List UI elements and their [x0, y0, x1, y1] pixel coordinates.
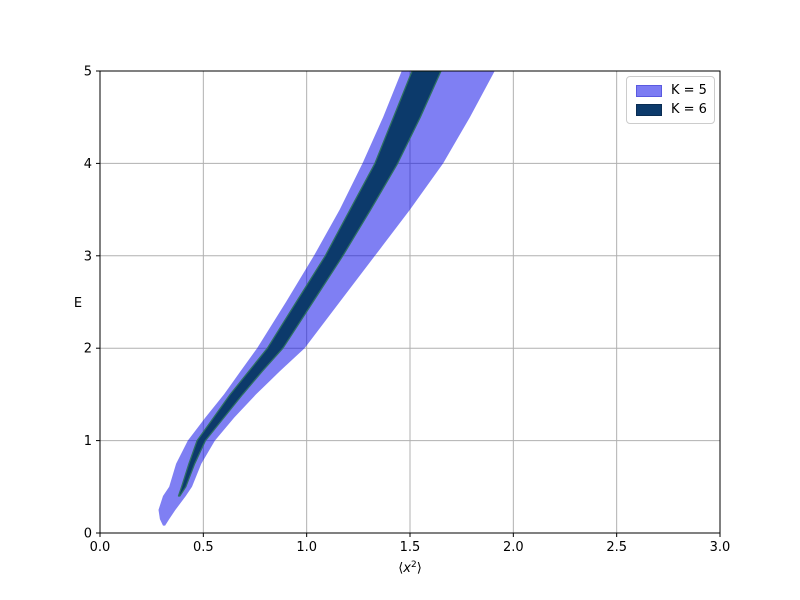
y-tick-label: 5	[84, 65, 92, 80]
legend-label: K = 5	[671, 83, 707, 98]
legend: K = 5 K = 6	[626, 76, 715, 124]
x-tick-label: 1.0	[296, 540, 317, 555]
legend-row: K = 5	[636, 83, 707, 98]
x-tick-label: 2.0	[503, 540, 524, 555]
x-axis-label: ⟨x2⟩	[398, 560, 422, 576]
band-series-1	[177, 71, 442, 497]
band-series-0	[158, 71, 495, 526]
x-tick-label: 2.5	[606, 540, 627, 555]
legend-swatch-icon	[636, 104, 662, 116]
y-tick-label: 0	[84, 527, 92, 542]
band-group	[158, 71, 495, 526]
legend-label: K = 6	[671, 102, 707, 117]
y-tick-label: 2	[84, 342, 92, 357]
legend-row: K = 6	[636, 102, 707, 117]
legend-swatch-icon	[636, 85, 662, 97]
x-tick-label: 0.0	[90, 540, 111, 555]
y-axis-label: E	[74, 296, 82, 311]
y-tick-label: 4	[84, 157, 92, 172]
y-tick-label: 1	[84, 434, 92, 449]
x-tick-label: 3.0	[710, 540, 731, 555]
x-tick-label: 1.5	[400, 540, 421, 555]
x-tick-label: 0.5	[193, 540, 214, 555]
y-tick-label: 3	[84, 249, 92, 264]
